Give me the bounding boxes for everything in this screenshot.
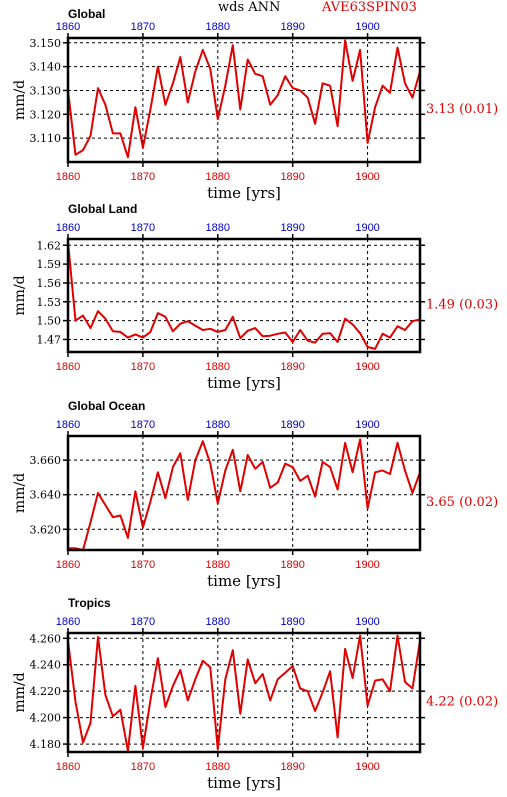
header-right-label: AVE63SPIN03 xyxy=(321,0,417,15)
x-tick-label-bottom: 1890 xyxy=(280,559,304,571)
x-tick-label-top: 1900 xyxy=(355,222,379,234)
x-tick-label-bottom: 1890 xyxy=(280,171,304,183)
mean-stddev-annotation: 4.22 (0.02) xyxy=(426,695,498,710)
y-tick-label: 4.220 xyxy=(30,685,62,698)
x-tick-label-bottom: 1900 xyxy=(355,361,379,373)
x-tick-label-top: 1880 xyxy=(206,419,230,431)
y-tick-label: 3.150 xyxy=(30,37,62,50)
x-tick-label-bottom: 1870 xyxy=(131,761,155,773)
x-tick-label-bottom: 1880 xyxy=(206,171,230,183)
series-line xyxy=(67,39,421,159)
x-tick-label-top: 1900 xyxy=(355,419,379,431)
y-tick-label: 1.47 xyxy=(37,333,62,346)
x-tick-label-top: 1860 xyxy=(56,616,80,628)
plot-frame xyxy=(66,434,422,552)
x-tick-label-top: 1860 xyxy=(56,21,80,33)
x-tick-label-top: 1900 xyxy=(355,21,379,33)
mean-stddev-annotation: 3.65 (0.02) xyxy=(426,495,498,510)
y-tick-label: 4.180 xyxy=(30,738,62,751)
x-tick-label-top: 1870 xyxy=(131,616,155,628)
plot-frame xyxy=(66,631,422,754)
chart-panel-0: 3.110 3.120 3.130 3.140 3.150 1860 1860 1870 187… xyxy=(12,7,498,202)
panel-title: Global Ocean xyxy=(68,399,145,413)
y-axis-label: mm/d xyxy=(12,473,28,513)
x-tick-label-top: 1870 xyxy=(131,222,155,234)
x-tick-label-bottom: 1870 xyxy=(131,361,155,373)
x-tick-label-top: 1890 xyxy=(280,616,304,628)
x-tick-label-bottom: 1880 xyxy=(206,761,230,773)
x-tick-label-top: 1870 xyxy=(131,419,155,431)
y-tick-label: 1.56 xyxy=(37,277,62,290)
x-tick-label-bottom: 1880 xyxy=(206,361,230,373)
x-tick-label-bottom: 1870 xyxy=(131,559,155,571)
x-tick-label-bottom: 1900 xyxy=(355,171,379,183)
mean-stddev-annotation: 1.49 (0.03) xyxy=(426,298,498,313)
chart-panel-1: 1.47 1.50 1.53 1.56 1.59 1.62 1860 1860 1870 1870… xyxy=(12,202,498,392)
panel-title: Global xyxy=(68,7,105,21)
x-tick-label-bottom: 1860 xyxy=(56,559,80,571)
x-tick-label-top: 1900 xyxy=(355,616,379,628)
x-tick-label-bottom: 1890 xyxy=(280,761,304,773)
y-tick-label: 3.140 xyxy=(30,61,62,74)
x-tick-label-top: 1860 xyxy=(56,222,80,234)
x-tick-label-bottom: 1860 xyxy=(56,171,80,183)
panel-title: Global Land xyxy=(68,202,137,216)
x-axis-label: time [yrs] xyxy=(207,184,281,202)
chart-panel-2: 3.620 3.640 3.660 1860 1860 1870 1870 1880 1880 1… xyxy=(12,399,498,590)
x-tick-label-bottom: 1860 xyxy=(56,761,80,773)
y-tick-label: 3.660 xyxy=(30,454,62,467)
x-tick-label-top: 1870 xyxy=(131,21,155,33)
y-tick-label: 4.240 xyxy=(30,659,62,672)
x-tick-label-top: 1890 xyxy=(280,21,304,33)
x-tick-label-top: 1890 xyxy=(280,222,304,234)
y-tick-label: 3.120 xyxy=(30,108,62,121)
x-axis-label: time [yrs] xyxy=(207,774,281,792)
chart-panel-3: 4.180 4.200 4.220 4.240 4.260 1860 1860 1870 187… xyxy=(12,596,498,792)
x-tick-label-top: 1880 xyxy=(206,21,230,33)
x-axis-label: time [yrs] xyxy=(207,572,281,590)
series-line xyxy=(68,438,421,551)
y-tick-label: 3.640 xyxy=(30,489,62,502)
header-center-label: wds ANN xyxy=(218,0,280,15)
y-axis-label: mm/d xyxy=(12,672,28,712)
panel-title: Tropics xyxy=(68,596,111,610)
plot-frame xyxy=(66,237,422,354)
y-tick-label: 1.62 xyxy=(37,239,62,252)
series-line xyxy=(67,634,421,752)
x-tick-label-bottom: 1900 xyxy=(355,559,379,571)
y-tick-label: 4.260 xyxy=(30,632,62,645)
x-tick-label-bottom: 1870 xyxy=(131,171,155,183)
y-axis-label: mm/d xyxy=(12,275,28,315)
x-tick-label-top: 1890 xyxy=(280,419,304,431)
y-tick-label: 1.53 xyxy=(37,296,62,309)
x-tick-label-bottom: 1880 xyxy=(206,559,230,571)
y-tick-label: 3.130 xyxy=(30,84,62,97)
series-line xyxy=(67,242,421,350)
y-tick-label: 1.50 xyxy=(37,315,62,328)
y-axis-label: mm/d xyxy=(12,80,28,120)
x-tick-label-bottom: 1890 xyxy=(280,361,304,373)
plot-frame xyxy=(66,36,422,164)
x-tick-label-top: 1860 xyxy=(56,419,80,431)
x-tick-label-bottom: 1860 xyxy=(56,361,80,373)
x-tick-label-bottom: 1900 xyxy=(355,761,379,773)
x-axis-label: time [yrs] xyxy=(207,374,281,392)
y-tick-label: 1.59 xyxy=(37,258,62,271)
x-tick-label-top: 1880 xyxy=(206,222,230,234)
mean-stddev-annotation: 3.13 (0.01) xyxy=(426,102,498,117)
x-tick-label-top: 1880 xyxy=(206,616,230,628)
y-tick-label: 3.620 xyxy=(30,523,62,536)
y-tick-label: 4.200 xyxy=(30,712,62,725)
y-tick-label: 3.110 xyxy=(30,132,62,145)
